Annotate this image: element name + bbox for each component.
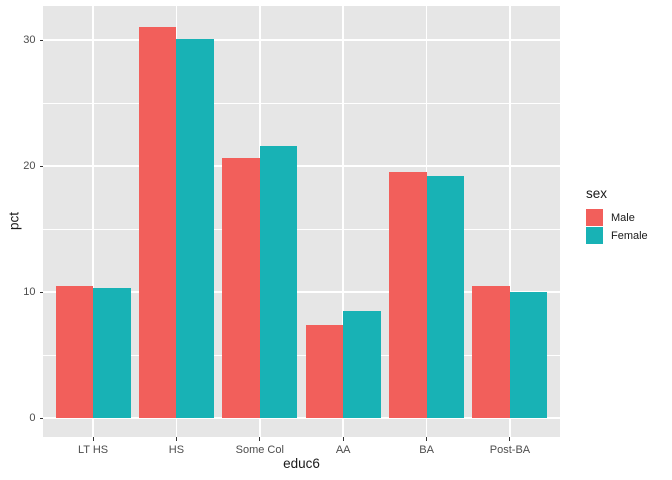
bar-male-post-ba	[472, 285, 510, 419]
y-tick-label-30: 30	[23, 33, 36, 46]
bar-male-hs	[138, 27, 177, 419]
bar-male-ba	[389, 172, 427, 419]
gridline-x-post-ba	[509, 6, 511, 437]
x-tick-label-lt-hs: LT HS	[77, 443, 109, 456]
x-tick-mark-some-col	[259, 437, 261, 441]
legend-title: sex	[586, 186, 608, 201]
legend-swatch-male	[586, 209, 603, 226]
y-tick-label-0: 0	[29, 411, 36, 424]
gridline-minor-y-25	[43, 102, 560, 104]
legend-item-male: Male	[586, 209, 648, 226]
gridline-major-y-10	[43, 291, 560, 293]
legend-swatch-female	[586, 227, 603, 244]
x-tick-mark-post-ba	[509, 437, 511, 441]
x-tick-label-aa: AA	[335, 443, 351, 456]
gridline-major-y-30	[43, 39, 560, 41]
x-tick-mark-aa	[342, 437, 344, 441]
plot-panel	[43, 6, 560, 437]
bar-female-post-ba	[509, 292, 548, 419]
legend-label-male: Male	[611, 211, 635, 224]
legend-items: Male Female	[586, 209, 648, 244]
gridline-major-y-0	[43, 417, 560, 419]
x-tick-label-some-col: Some Col	[235, 443, 284, 456]
bar-female-some-col	[259, 145, 298, 419]
x-axis-title: educ6	[283, 456, 320, 471]
legend-label-female: Female	[611, 229, 648, 242]
bar-male-aa	[305, 324, 344, 419]
bar-female-ba	[426, 176, 465, 419]
x-tick-mark-ba	[426, 437, 428, 441]
legend: sex Male Female	[586, 186, 648, 245]
gridline-minor-y-15	[43, 228, 560, 230]
y-tick-mark-20	[39, 165, 43, 167]
bar-female-hs	[176, 38, 214, 419]
x-tick-label-hs: HS	[168, 443, 185, 456]
y-tick-mark-30	[39, 39, 43, 41]
bar-male-some-col	[222, 158, 260, 419]
x-tick-label-post-ba: Post-BA	[489, 443, 531, 456]
y-tick-mark-0	[39, 417, 43, 419]
gridline-major-y-20	[43, 165, 560, 167]
gridline-x-lt-hs	[92, 6, 94, 437]
x-tick-mark-hs	[175, 437, 177, 441]
gridline-minor-y-5	[43, 354, 560, 356]
x-tick-label-ba: BA	[419, 443, 434, 456]
bar-female-aa	[343, 310, 381, 419]
y-tick-label-20: 20	[23, 159, 36, 172]
legend-item-female: Female	[586, 227, 648, 244]
y-tick-label-10: 10	[23, 285, 36, 298]
y-tick-mark-10	[39, 291, 43, 293]
bar-female-lt-hs	[93, 288, 131, 419]
y-axis-title: pct	[6, 211, 22, 231]
x-tick-mark-lt-hs	[92, 437, 94, 441]
gridline-x-aa	[342, 6, 344, 437]
bar-male-lt-hs	[55, 285, 94, 419]
